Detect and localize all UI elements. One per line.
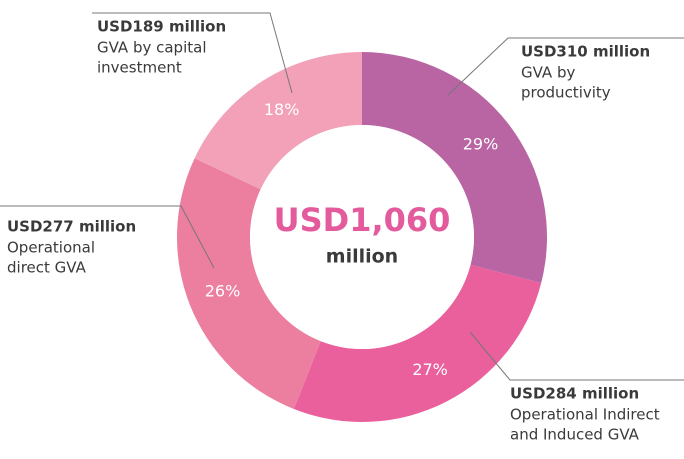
callout-line (0, 205, 215, 269)
description-line: productivity (521, 84, 611, 102)
amount-label: USD310 million (521, 43, 650, 61)
percent-label: 18% (264, 100, 300, 119)
percent-label: 26% (205, 282, 241, 301)
callout-line (469, 331, 684, 381)
slices (177, 52, 547, 422)
description-line: and Induced GVA (510, 426, 640, 444)
percent-label: 29% (463, 135, 499, 154)
description-line: Operational (7, 239, 95, 257)
center-label: USD1,060 (274, 201, 451, 239)
amount-label: USD284 million (510, 385, 639, 403)
callouts: USD310 million GVA by productivity USD284 m… (0, 12, 684, 444)
donut-slice (177, 158, 321, 410)
description-line: investment (97, 59, 182, 77)
percent-label: 27% (412, 360, 448, 379)
description-line: direct GVA (7, 259, 87, 277)
amount-label: USD189 million (97, 18, 226, 36)
donut-slice (362, 52, 547, 284)
center-sublabel: million (326, 246, 398, 268)
callout-line (92, 12, 293, 94)
callout-line (447, 37, 684, 96)
donut-slice (293, 264, 542, 422)
description-line: GVA by capital (97, 39, 207, 57)
donut-slice (194, 52, 362, 190)
description-line: Operational Indirect (510, 406, 660, 424)
amount-label: USD277 million (7, 218, 136, 236)
donut-hole (250, 125, 474, 349)
description-line: GVA by (521, 64, 575, 82)
